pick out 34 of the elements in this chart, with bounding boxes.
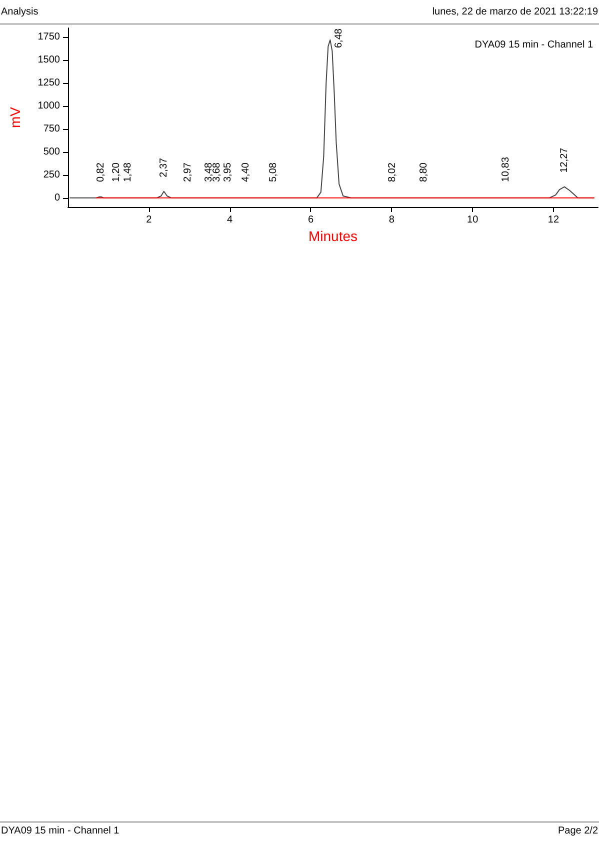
annotation: 5,08 [268,162,280,182]
text: Page 2/2 [558,826,598,836]
annotation: 3,95 [222,162,234,182]
annotation: 1,48 [122,162,134,182]
y-axis-title: mV [7,106,23,128]
y-tick-label: 1250 [38,78,60,89]
x-tick-label: 6 [308,214,314,226]
annotation: 1,20 [111,162,122,182]
text: DYA09 15 min - Channel 1 [474,40,594,50]
y-tick-label: 0 [54,192,60,204]
annotation: 0,82 [96,162,107,182]
annotation: 8,02 [386,162,398,182]
x-tick-label: 2 [146,214,152,226]
y-tick-label: 750 [43,123,60,134]
annotation: 2,97 [182,162,194,182]
y-tick-label: 1750 [38,32,60,43]
y-tick-label: 1500 [38,54,60,66]
y-tick-label: 1000 [38,100,60,112]
text: Analysis [1,6,38,18]
x-tick-label: 4 [227,214,234,226]
annotation: 12,27 [558,147,570,173]
y-tick-label: 500 [43,146,60,158]
text: lunes, 22 de marzo de 2021 13:22:19 [432,6,598,18]
x-axis-title: Minutes [308,228,358,244]
annotation: 2,37 [158,157,170,178]
x-tick-label: 8 [388,214,395,226]
annotation: 4,40 [240,162,252,182]
annotation: 8,80 [418,162,430,182]
x-tick-label: 10 [467,214,479,226]
x-tick-label: 12 [548,214,560,226]
y-tick-label: 250 [43,169,60,180]
annotation: 10,83 [500,156,512,182]
annotation: 6,48 [334,28,345,48]
text: DYA09 15 min - Channel 1 [1,826,120,836]
